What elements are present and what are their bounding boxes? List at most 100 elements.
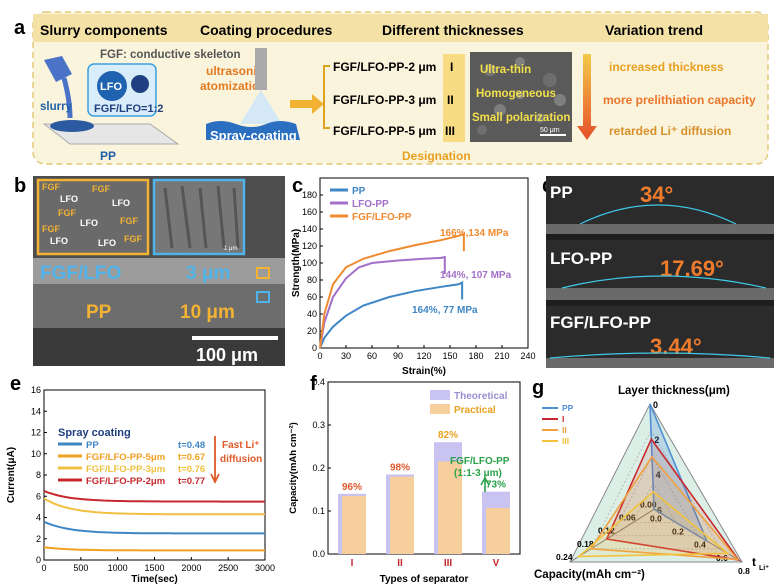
panel-f: f 0.0 0.1 0.2 0.3 0.4 Types of separator Capac… xyxy=(280,370,530,584)
panel-e: e 0 500 1000 1500 2000 2500 3000 0 2 4 6 8 10 12 14 16 T… xyxy=(0,370,280,584)
slurry-puddle xyxy=(50,120,94,132)
atomization-text: atomization xyxy=(200,79,267,93)
panel-d: d PP 34° LFO-PP 17.69° FGF/LFO-PP 3.44° xyxy=(540,168,780,368)
g-t-tick: 0.4 xyxy=(694,540,706,550)
c-legend-label: LFO-PP xyxy=(352,199,389,210)
e-legend-label: FGF/LFO-PP-2μm xyxy=(86,476,165,487)
pp-layer xyxy=(33,284,285,328)
c-xtick-label: 150 xyxy=(442,351,457,361)
pp-pores xyxy=(163,185,240,249)
g-cap-tick: 0.18 xyxy=(577,539,594,549)
f-legend-label: Practical xyxy=(454,405,496,416)
sem-note-3: Small polarization xyxy=(472,112,570,124)
fgf-layer-label: FGF/LFO xyxy=(40,263,121,284)
c-xlabel: Strain(%) xyxy=(402,366,446,377)
f-xtick-label: I xyxy=(351,558,354,569)
f-bar-practical xyxy=(438,461,462,554)
row-fgf-angle: 3.44° xyxy=(650,334,702,359)
g-axis-left: Capacity(mAh cm⁻²) xyxy=(534,569,645,581)
panel-a-letter: a xyxy=(14,17,26,39)
c-ytick-label: 140 xyxy=(302,224,317,234)
g-thickness-tick: 0 xyxy=(653,400,658,410)
row-fgf-name: FGF/LFO-PP xyxy=(550,313,651,332)
trend-arrow xyxy=(577,54,597,140)
svg-text:LFO: LFO xyxy=(112,198,130,208)
f-ytick-label: 0.0 xyxy=(312,549,325,559)
e-ytick-label: 10 xyxy=(31,449,41,459)
f-percent-label: 96% xyxy=(342,482,362,493)
row-fgf-lfo-pp: FGF/LFO-PP 3.44° xyxy=(546,313,774,368)
e-legend-t: t=0.77 xyxy=(178,476,205,487)
row-pp-name: PP xyxy=(550,183,573,202)
g-legend-label: II xyxy=(562,425,567,435)
nozzle-icon xyxy=(255,48,267,90)
e-xtick-label: 2500 xyxy=(218,563,238,573)
g-thickness-tick: 6 xyxy=(657,505,662,515)
panel-e-letter: e xyxy=(10,373,21,395)
sample-bracket xyxy=(323,65,330,129)
sem-note-1: Ultra-thin xyxy=(480,64,531,76)
inset-scale-text: 1 μm xyxy=(224,246,237,252)
panel-b-letter: b xyxy=(14,175,26,197)
g-t-tick: 0.8 xyxy=(738,566,750,576)
row-pp: PP 34° xyxy=(546,182,774,234)
sem-note-2: Homogeneous xyxy=(476,88,556,100)
e-xtick-label: 2000 xyxy=(181,563,201,573)
inset-particle-labels: FGF LFO FGF LFO FGF FGF LFO FGF LFO LFO … xyxy=(42,182,142,248)
scale-bar-text: 100 μm xyxy=(196,345,258,365)
c-ytick-label: 100 xyxy=(302,258,317,268)
e-legend-t: t=0.76 xyxy=(178,464,205,475)
svg-text:LFO: LFO xyxy=(98,238,116,248)
panel-b: b FGF LFO FGF LFO FGF FGF LFO FGF LFO LF… xyxy=(0,168,290,368)
e-ytick-label: 4 xyxy=(36,513,41,523)
trend-2: more prelithiation capacity xyxy=(603,93,756,107)
sample-3-label: FGF/LFO-PP-5 μm xyxy=(333,124,436,138)
wave-substrate xyxy=(206,121,300,140)
svg-text:LFO: LFO xyxy=(80,218,98,228)
c-xtick-label: 90 xyxy=(393,351,403,361)
sem-image xyxy=(470,52,572,142)
sample-1-label: FGF/LFO-PP-2 μm xyxy=(333,60,436,74)
g-t-tick: 0.0 xyxy=(650,513,662,523)
g-axis-top: Layer thickness(μm) xyxy=(618,385,730,397)
g-legend-label: III xyxy=(562,436,569,446)
slurry-text: slurry xyxy=(40,101,73,113)
inset-fgf-lfo xyxy=(36,178,150,256)
row-pp-angle: 34° xyxy=(640,182,673,207)
c-xtick-label: 240 xyxy=(520,351,535,361)
e-xtick-label: 1000 xyxy=(108,563,128,573)
chart-g: g Layer thickness(μm) Capacity(mAh cm⁻²)… xyxy=(532,377,769,581)
header-thickness: Different thicknesses xyxy=(382,22,524,38)
c-legend-label: PP xyxy=(352,186,366,197)
roman-2: II xyxy=(447,93,454,107)
g-thickness-tick: 4 xyxy=(656,470,661,480)
zoom-marker-bottom xyxy=(256,291,270,303)
f-ytick-label: 0.4 xyxy=(312,377,325,387)
e-arrow-note-2: diffusion xyxy=(220,454,262,465)
chart-e: e 0 500 1000 1500 2000 2500 3000 0 2 4 6 8 10 12 14 16 T… xyxy=(6,373,275,584)
sem-texture xyxy=(477,57,566,135)
g-axis-right: t xyxy=(752,555,756,569)
panel-a-svg: a Slurry components Coating procedures D… xyxy=(14,11,769,165)
e-series-line xyxy=(43,497,265,516)
f-ytick-label: 0.3 xyxy=(312,420,325,430)
c-annotation: 144%, 107 MPa xyxy=(440,270,512,281)
spray-cone xyxy=(240,90,282,124)
c-xtick-label: 180 xyxy=(468,351,483,361)
c-ytick-label: 40 xyxy=(307,309,317,319)
c-series-line xyxy=(319,255,446,349)
sem-scale-bar xyxy=(540,134,566,136)
e-legend-t: t=0.67 xyxy=(178,452,205,463)
f-legend-swatch xyxy=(430,390,450,400)
f-xlabel: Types of separator xyxy=(380,574,469,584)
f-legend-swatch xyxy=(430,404,450,414)
e-legend-label: FGF/LFO-PP-3μm xyxy=(86,464,165,475)
g-thickness-tick: 2 xyxy=(654,435,659,445)
panel-c: c 0 30 60 90 120 150 180 210 240 0 20 40 60 80 100 120 1… xyxy=(290,168,540,378)
e-legend-label: FGF/LFO-PP-5μm xyxy=(86,452,165,463)
f-ytick-label: 0.2 xyxy=(312,463,325,473)
chart-c: c 0 30 60 90 120 150 180 210 240 0 20 40 60 80 100 120 1… xyxy=(291,175,536,377)
e-frame xyxy=(43,389,266,561)
f-bar-practical xyxy=(486,507,510,554)
